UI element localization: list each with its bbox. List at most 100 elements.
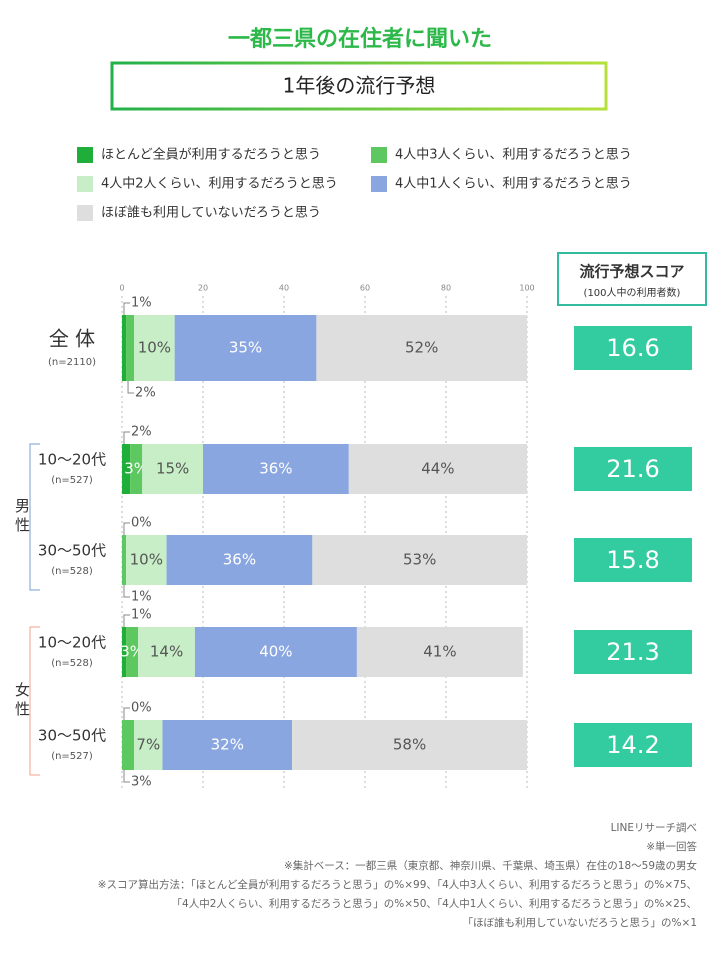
callout-line xyxy=(123,431,130,444)
sample-size: (n=528) xyxy=(51,566,93,577)
group-label: 男性 xyxy=(13,498,31,536)
value-label: 3% xyxy=(120,643,144,661)
footnote: ※集計ベース：一都三県（東京都、神奈川県、千葉県、埼玉県）在住の18～59歳の男… xyxy=(284,859,697,872)
group-bracket xyxy=(29,443,40,591)
value-label: 1% xyxy=(131,608,152,623)
category-label: 全 体 xyxy=(49,327,95,351)
bar-segment xyxy=(134,720,163,770)
bar-segment xyxy=(138,627,195,677)
bar-segment xyxy=(194,627,357,677)
sample-size: (n=527) xyxy=(51,475,93,486)
chart-subtitle: 1年後の流行予想 xyxy=(283,74,436,98)
score-header-box xyxy=(557,252,707,306)
category-label: 10〜20代 xyxy=(38,451,106,469)
footnote: ※単一回答 xyxy=(646,840,697,853)
callout-line xyxy=(123,302,130,315)
value-label: 44% xyxy=(421,460,454,478)
bar-segment xyxy=(356,627,523,677)
callout-line xyxy=(123,614,130,627)
legend-swatch xyxy=(371,147,387,163)
callout-line xyxy=(123,770,130,783)
value-label: 10% xyxy=(138,339,171,357)
bar-segment xyxy=(292,720,527,770)
score-value: 14.2 xyxy=(606,731,659,759)
score-value: 16.6 xyxy=(606,334,659,362)
value-label: 1% xyxy=(131,296,152,311)
group-bracket xyxy=(29,626,40,776)
score-title: 流行予想スコア xyxy=(579,263,684,281)
x-tick-label: 60 xyxy=(360,284,370,293)
legend-label: ほとんど全員が利用するだろうと思う xyxy=(101,147,321,163)
legend-swatch xyxy=(77,147,93,163)
bar-segment xyxy=(122,535,127,585)
bar-segment xyxy=(142,444,203,494)
bar-segment xyxy=(122,315,127,381)
value-label: 36% xyxy=(223,551,256,569)
legend-label: ほぼ誰も利用していないだろうと思う xyxy=(101,205,321,221)
score-value: 21.6 xyxy=(606,455,659,483)
group-label: 女性 xyxy=(13,681,31,720)
score-box xyxy=(574,630,692,674)
value-label: 1% xyxy=(131,590,152,605)
bar-segment xyxy=(162,720,293,770)
x-tick-label: 100 xyxy=(519,284,534,293)
category-label: 10〜20代 xyxy=(38,634,106,652)
bar-segment xyxy=(316,315,527,381)
x-tick-label: 20 xyxy=(198,284,208,293)
footnote: LINEリサーチ調べ xyxy=(611,821,697,834)
value-label: 53% xyxy=(403,551,436,569)
chart-title: 一都三県の在住者に聞いた xyxy=(228,26,492,52)
legend-swatch xyxy=(371,176,387,192)
bar-segment xyxy=(126,315,135,381)
value-label: 3% xyxy=(124,460,148,478)
value-label: 14% xyxy=(150,643,183,661)
sample-size: (n=527) xyxy=(51,751,93,762)
legend-label: 4人中2人くらい、利用するだろうと思う xyxy=(101,177,338,192)
callout-line xyxy=(123,522,130,535)
x-tick-label: 0 xyxy=(119,284,124,293)
value-label: 2% xyxy=(135,386,156,401)
x-tick-label: 40 xyxy=(279,284,289,293)
bar-segment xyxy=(122,720,135,770)
footnote: 「4人中2人くらい、利用するだろうと思う」の%×50、「4人中1人くらい、利用す… xyxy=(172,897,697,910)
bar-segment xyxy=(122,627,127,677)
score-box xyxy=(574,723,692,767)
bar-segment xyxy=(122,444,131,494)
sample-size: (n=2110) xyxy=(48,357,96,368)
score-box xyxy=(574,326,692,370)
score-value: 15.8 xyxy=(606,546,659,574)
category-label: 30〜50代 xyxy=(38,542,106,560)
value-label: 36% xyxy=(259,460,292,478)
value-label: 32% xyxy=(211,736,244,754)
legend-swatch xyxy=(77,205,93,221)
score-box xyxy=(574,538,692,582)
bar-segment xyxy=(312,535,527,585)
value-label: 2% xyxy=(131,425,152,440)
value-label: 7% xyxy=(136,736,160,754)
value-label: 15% xyxy=(156,460,189,478)
value-label: 3% xyxy=(131,775,152,790)
bar-segment xyxy=(126,627,139,677)
score-box xyxy=(574,447,692,491)
value-label: 10% xyxy=(130,551,163,569)
score-subtitle: (100人中の利用者数) xyxy=(584,286,681,299)
callout-line xyxy=(123,585,130,598)
bar-segment xyxy=(348,444,527,494)
value-label: 40% xyxy=(259,643,292,661)
value-label: 41% xyxy=(423,643,456,661)
sample-size: (n=528) xyxy=(51,658,93,669)
bar-segment xyxy=(203,444,349,494)
value-label: 35% xyxy=(229,339,262,357)
value-label: 0% xyxy=(131,701,152,716)
legend-swatch xyxy=(77,176,93,192)
legend-label: 4人中3人くらい、利用するだろうと思う xyxy=(395,148,632,163)
score-value: 21.3 xyxy=(606,638,659,666)
subtitle-box xyxy=(110,61,608,111)
bar-segment xyxy=(130,444,143,494)
value-label: 52% xyxy=(405,339,438,357)
bar-segment xyxy=(174,315,317,381)
callout-line xyxy=(127,381,135,394)
bar-segment xyxy=(134,315,175,381)
value-label: 0% xyxy=(131,516,152,531)
